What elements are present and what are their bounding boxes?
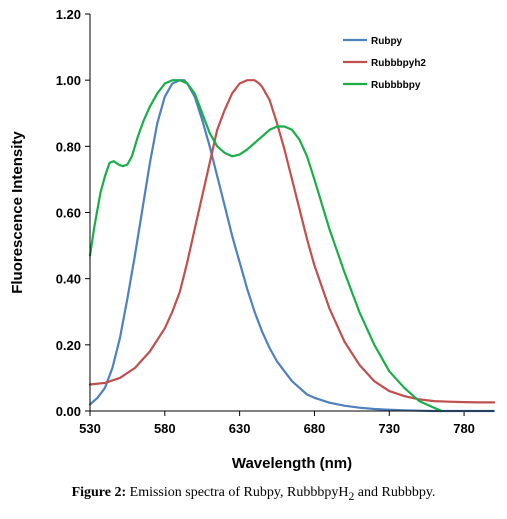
y-tick-label: 1.00	[56, 73, 81, 88]
x-tick-label: 780	[453, 421, 475, 436]
y-tick-label: 0.20	[56, 338, 81, 353]
y-axis-title: Fluorescence Intensity	[9, 131, 26, 294]
legend: Rubpy Rubbbpyh2 Rubbbbpy	[343, 36, 426, 91]
figure-label: Figure 2:	[71, 485, 127, 500]
caption-text: Emission spectra of Rubpy, RubbbpyH	[129, 485, 349, 500]
x-tick-label: 580	[154, 421, 176, 436]
figure-caption: Figure 2: Emission spectra of Rubpy, Rub…	[0, 485, 507, 503]
y-tick-label: 0.60	[56, 206, 81, 221]
legend-label: Rubpy	[371, 36, 403, 47]
legend-label: Rubbbbpy	[371, 80, 421, 91]
caption-tail: and Rubbbpy.	[354, 485, 436, 500]
series-line-rubbbpyh2	[88, 79, 496, 404]
x-tick-label: 680	[304, 421, 326, 436]
x-axis-title: Wavelength (nm)	[232, 455, 352, 472]
y-tick-label: 0.40	[56, 272, 81, 287]
series-layer	[88, 79, 496, 413]
y-tick-label: 0.00	[56, 404, 81, 419]
series-line-rubpy	[88, 79, 496, 413]
x-tick-label: 630	[229, 421, 251, 436]
y-tick-label: 0.80	[56, 139, 81, 154]
ticks-layer: 0.00 0.20 0.40 0.60 0.80 1.00 1.20 530 580 630 680…	[56, 7, 475, 436]
chart: 0.00 0.20 0.40 0.60 0.80 1.00 1.20 530 580 630 680…	[9, 7, 496, 472]
x-tick-label: 530	[79, 421, 101, 436]
x-tick-label: 730	[378, 421, 400, 436]
series-line-rubbbbpy	[88, 79, 443, 413]
y-tick-label: 1.20	[56, 7, 81, 22]
legend-label: Rubbbpyh2	[371, 58, 426, 69]
caption-subscript: 2	[348, 489, 355, 503]
